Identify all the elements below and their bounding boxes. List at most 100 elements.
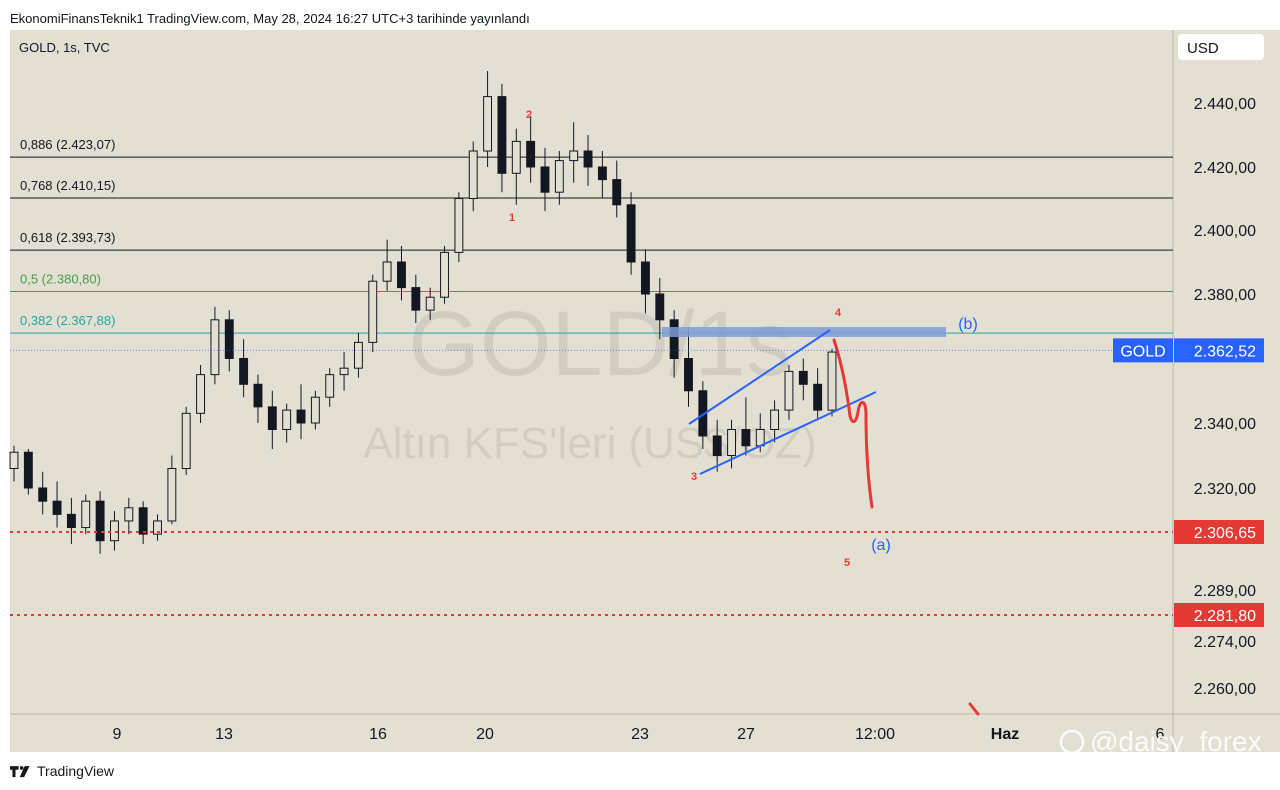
fib-level-label: 0,618 (2.393,73) — [20, 230, 115, 245]
candle-body — [253, 383, 263, 408]
time-tick-label: 20 — [476, 726, 494, 743]
time-tick-label: 27 — [737, 726, 755, 743]
candle-body — [38, 487, 48, 502]
candle-body — [483, 96, 493, 152]
footer-brand: TradingView — [37, 763, 115, 779]
price-tag-label: 2.281,80 — [1194, 608, 1256, 625]
candle-body — [382, 261, 392, 282]
candle-body — [784, 370, 794, 411]
candle-body — [798, 370, 808, 385]
candle-body — [569, 150, 579, 162]
time-tick-label: 6 — [1156, 726, 1165, 743]
candle-body — [626, 204, 636, 263]
fib-level-label: 0,768 (2.410,15) — [20, 178, 115, 193]
price-tag — [1174, 338, 1264, 363]
candle-body — [612, 179, 622, 206]
price-tick-label: 2.380,00 — [1194, 287, 1256, 304]
fib-level-label: 0,5 (2.380,80) — [20, 271, 101, 286]
time-tick-label: 23 — [631, 726, 649, 743]
candle-body — [497, 96, 507, 174]
candle-body — [196, 374, 206, 414]
candle-body — [813, 383, 823, 411]
publish-header: EkonomiFinansTeknik1 TradingView.com, Ma… — [10, 11, 530, 26]
price-tag — [1174, 520, 1264, 544]
wave-label-2: 2 — [526, 109, 532, 121]
candle-body — [124, 507, 134, 522]
candle-body — [325, 374, 335, 398]
candle-body — [181, 412, 191, 470]
social-logo-icon — [1059, 729, 1085, 755]
candle-body — [66, 513, 76, 529]
candle-body — [540, 166, 550, 193]
wave-label-5: 5 — [844, 557, 850, 569]
symbol-line: GOLD, 1s, TVC — [19, 40, 110, 55]
candle-body — [353, 341, 363, 369]
candle-body — [741, 429, 751, 447]
wedge-upper-line — [688, 329, 831, 425]
projection-path — [832, 338, 874, 509]
candle-body — [755, 429, 765, 447]
currency-button-bg[interactable] — [1178, 34, 1264, 60]
wave-label-1: 1 — [509, 212, 515, 224]
candle-body — [23, 451, 33, 489]
candle-body — [727, 429, 736, 456]
price-axis-area — [1173, 30, 1280, 714]
candle-body — [468, 150, 478, 199]
wave-label-b: (b) — [958, 316, 978, 333]
price-tick-label: 2.289,00 — [1194, 583, 1256, 600]
resistance-zone — [662, 327, 946, 337]
candle-body — [698, 390, 708, 437]
candle-body — [368, 280, 378, 343]
price-tick-label: 2.274,00 — [1194, 634, 1256, 651]
fibonacci-levels: 0,886 (2.423,07) 0,768 (2.410,15) 0,618 (2… — [10, 137, 1173, 334]
candle-body — [52, 500, 62, 515]
social-watermark: @daisy_forex — [1059, 726, 1262, 757]
price-axis-ticks: 2.440,00 2.420,00 2.400,00 2.380,00 2.340,00… — [1194, 96, 1256, 698]
candle-body — [583, 150, 593, 168]
wave-label-a: (a) — [871, 537, 891, 554]
price-labels: GOLD 2.362,52 2.306,65 2.281,80 — [10, 338, 1264, 627]
time-tick-label: 9 — [113, 726, 122, 743]
candle-body — [684, 358, 693, 392]
candle-body — [167, 468, 177, 522]
price-tick-label: 2.340,00 — [1194, 416, 1256, 433]
price-tick-label: 2.440,00 — [1194, 96, 1256, 113]
candle-body — [296, 409, 306, 424]
candle-body — [827, 351, 837, 411]
price-tick-label: 2.260,00 — [1194, 681, 1256, 698]
watermark-symbol: GOLD/1s — [408, 293, 791, 395]
footer: TradingView — [10, 760, 114, 782]
candle-body — [669, 319, 679, 359]
candle-body — [712, 435, 722, 456]
candle-body — [138, 507, 148, 535]
candle-body — [640, 261, 650, 295]
time-tick-label: 12:00 — [855, 726, 895, 743]
wedge-lower-line — [699, 391, 877, 475]
time-axis-area — [10, 714, 1280, 752]
candle-body — [411, 287, 421, 311]
projection-tail — [968, 702, 980, 716]
price-tick-label: 2.400,00 — [1194, 223, 1256, 240]
social-watermark-text: @daisy_forex — [1090, 726, 1262, 757]
candle-body — [339, 367, 349, 376]
watermark-name: Altın KFS'leri (US$/OZ) — [363, 419, 816, 468]
time-axis-ticks: 9 13 16 20 23 27 12:00 Haz 6 — [113, 726, 1165, 743]
candle-body — [81, 500, 91, 529]
candle-body — [440, 251, 449, 298]
candle-body — [770, 409, 780, 431]
wave-label-4: 4 — [835, 307, 842, 319]
time-tick-label: Haz — [991, 726, 1019, 743]
symbol-tag — [1113, 338, 1173, 363]
plot-area — [10, 30, 1173, 714]
candle-body — [282, 409, 292, 431]
tradingview-logo-icon — [10, 766, 30, 778]
wave-label-3: 3 — [691, 471, 697, 483]
fib-level-label: 0,886 (2.423,07) — [20, 137, 115, 152]
time-tick-label: 13 — [215, 726, 233, 743]
time-tick-label: 16 — [369, 726, 387, 743]
fib-level-label: 0,382 (2.367,88) — [20, 313, 115, 328]
price-tick-label: 2.320,00 — [1194, 481, 1256, 498]
candle-body — [554, 160, 564, 193]
candle-body — [95, 500, 105, 542]
